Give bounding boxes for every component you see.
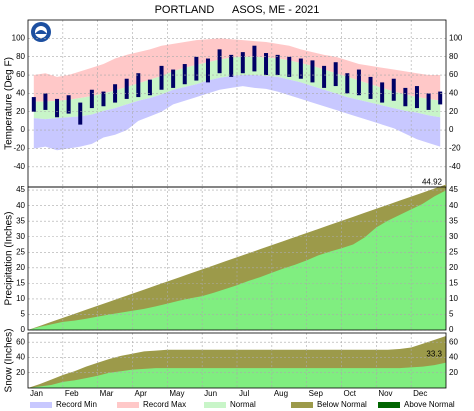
legend-swatch: [378, 402, 400, 408]
legend-label: Record Max: [143, 400, 186, 409]
panel-frame: [27, 332, 447, 389]
legend-label: Record Min: [56, 400, 97, 409]
y-tick-label-right: -40: [449, 162, 461, 171]
x-tick-label: Apr: [135, 389, 148, 398]
x-tick-label: Jan: [30, 389, 43, 398]
y-tick-label: 60: [16, 337, 25, 346]
y-tick-label-right: 5: [449, 310, 454, 319]
y-tick-label: 30: [16, 232, 25, 241]
legend-swatch: [117, 402, 139, 408]
legend-swatch: [30, 402, 52, 408]
y-tick-label: 0: [21, 325, 26, 334]
y-tick-label: 20: [16, 263, 25, 272]
panel-frame: [27, 186, 447, 331]
y-tick-label-right: 60: [449, 337, 458, 346]
y-tick-label-right: 40: [449, 353, 458, 362]
y-tick-label-right: 10: [449, 294, 458, 303]
y-tick-label-right: 20: [449, 107, 458, 116]
y-axis-label: Snow (Inches): [4, 329, 15, 393]
x-tick-label: Nov: [378, 389, 392, 398]
y-tick-label: 5: [21, 310, 26, 319]
legend-label: Above Normal: [404, 400, 455, 409]
y-tick-label: 0: [21, 125, 26, 134]
y-tick-label-right: 35: [449, 216, 458, 225]
x-tick-label: Oct: [344, 389, 357, 398]
y-tick-label-right: 15: [449, 278, 458, 287]
y-tick-label: 15: [16, 278, 25, 287]
y-tick-label: 25: [16, 247, 25, 256]
y-tick-label: 60: [16, 70, 25, 79]
y-tick-label: 40: [16, 353, 25, 362]
y-tick-label: 100: [12, 33, 26, 42]
y-tick-label-right: 60: [449, 70, 458, 79]
y-tick-label-right: -20: [449, 144, 461, 153]
y-tick-label: 45: [16, 185, 25, 194]
chart-title: PORTLAND ASOS, ME - 2021: [155, 4, 320, 16]
y-tick-label-right: 40: [449, 201, 458, 210]
y-tick-label-right: 40: [449, 89, 458, 98]
y-tick-label: -20: [13, 144, 25, 153]
y-tick-label-right: 30: [449, 232, 458, 241]
y-tick-label-right: 20: [449, 263, 458, 272]
record-max-band: [33, 38, 441, 102]
legend-swatch: [204, 402, 226, 408]
noaa-logo: [31, 22, 51, 42]
x-tick-label: Jul: [239, 389, 249, 398]
legend-label: Normal: [230, 400, 256, 409]
y-tick-label-right: 80: [449, 52, 458, 61]
y-tick-label-right: 20: [449, 368, 458, 377]
y-tick-label: 20: [16, 368, 25, 377]
y-tick-label-right: 100: [449, 33, 463, 42]
y-tick-label: 40: [16, 201, 25, 210]
legend-label: Below Normal: [317, 400, 367, 409]
total-label: 33.3: [426, 350, 442, 359]
y-axis-label: Precipitation (Inches): [4, 212, 15, 306]
y-tick-label-right: 25: [449, 247, 458, 256]
record-min-band: [33, 75, 441, 151]
y-tick-label-right: 0: [449, 325, 454, 334]
y-tick-label: 10: [16, 294, 25, 303]
x-tick-label: Sep: [309, 389, 324, 398]
y-tick-label-right: 45: [449, 185, 458, 194]
x-tick-label: Mar: [100, 389, 114, 398]
x-tick-label: Aug: [274, 389, 288, 398]
y-axis-label: Temperature (Deg F): [4, 57, 15, 150]
x-tick-label: May: [169, 389, 184, 398]
x-tick-label: Jun: [204, 389, 217, 398]
y-tick-label: 20: [16, 107, 25, 116]
x-tick-label: Dec: [413, 389, 427, 398]
y-tick-label-right: 0: [449, 125, 454, 134]
y-tick-label: 80: [16, 52, 25, 61]
legend-swatch: [291, 402, 313, 408]
x-tick-label: Feb: [65, 389, 79, 398]
y-tick-label: 35: [16, 216, 25, 225]
y-tick-label: 40: [16, 89, 25, 98]
total-label: 44.92: [422, 177, 443, 186]
y-tick-label: -40: [13, 162, 25, 171]
